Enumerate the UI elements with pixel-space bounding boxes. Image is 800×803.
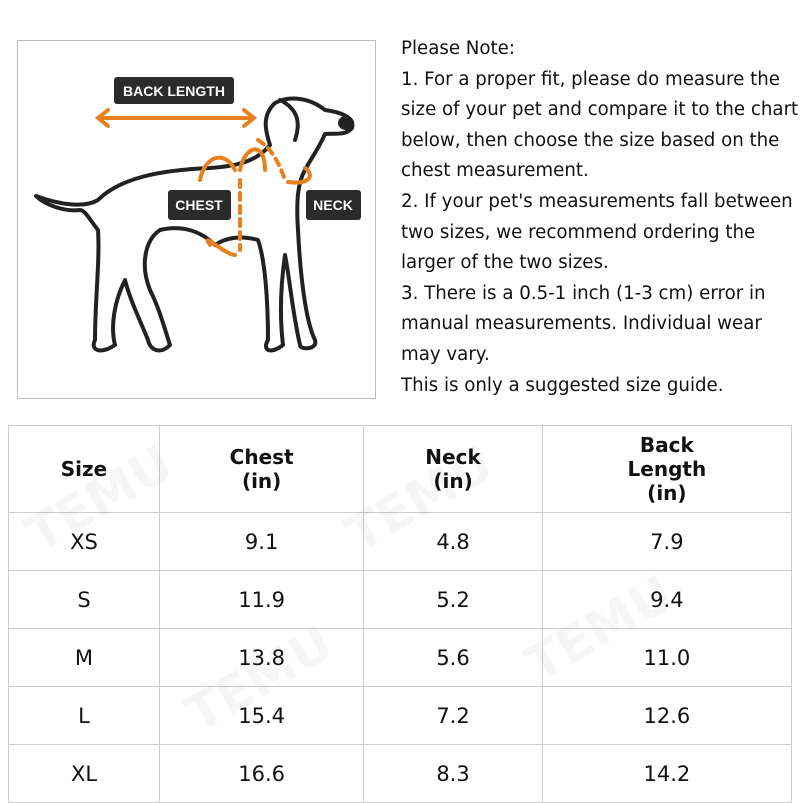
cell-size: XS (8, 512, 160, 571)
cell-size: L (8, 686, 160, 745)
table-row: S 11.9 5.2 9.4 (8, 570, 793, 629)
header-size: Size (8, 425, 160, 513)
dog-illustration: BACK LENGTH CHEST NECK (34, 77, 361, 353)
cell-chest: 13.8 (158, 628, 365, 687)
back-length-arrow (94, 108, 258, 128)
cell-neck: 5.2 (363, 570, 543, 629)
cell-size: S (8, 570, 160, 629)
note-line: 3. There is a 0.5-1 inch (1-3 cm) error … (401, 282, 766, 304)
svg-text:NECK: NECK (313, 197, 353, 213)
neck-label: NECK (306, 190, 361, 220)
cell-back-length: 12.6 (541, 686, 793, 745)
cell-back-length: 14.2 (541, 744, 793, 803)
chest-arrow (198, 147, 267, 257)
cell-neck: 8.3 (363, 744, 543, 803)
cell-back-length: 11.0 (541, 628, 793, 687)
header-back-length: Back Length (in) (541, 425, 793, 513)
note-line: may vary. (401, 343, 490, 365)
cell-back-length: 9.4 (541, 570, 793, 629)
header-chest: Chest (in) (158, 425, 365, 513)
cell-back-length: 7.9 (541, 512, 793, 571)
back-length-label: BACK LENGTH (114, 77, 234, 104)
size-table: Size Chest (in) Neck (in) Back Length (in) X… (8, 425, 793, 803)
note-line: manual measurements. Individual wear (401, 313, 762, 335)
table-header-row: Size Chest (in) Neck (in) Back Length (in) (8, 425, 793, 513)
cell-chest: 15.4 (158, 686, 365, 745)
note-line: size of your pet and compare it to the c… (401, 99, 799, 121)
header-neck: Neck (in) (363, 425, 543, 513)
table-row: XL 16.6 8.3 14.2 (8, 744, 793, 803)
cell-neck: 5.6 (363, 628, 543, 687)
cell-size: M (8, 628, 160, 687)
note-line: 1. For a proper fit, please do measure t… (401, 68, 780, 90)
table-row: M 13.8 5.6 11.0 (8, 628, 793, 687)
svg-text:CHEST: CHEST (175, 197, 223, 213)
dog-nose (338, 116, 354, 130)
cell-size: XL (8, 744, 160, 803)
cell-chest: 11.9 (158, 570, 365, 629)
note-line: chest measurement. (401, 160, 589, 182)
note-line: two sizes, we recommend ordering the (401, 221, 756, 243)
chest-label: CHEST (168, 190, 231, 220)
dog-outline (34, 96, 355, 353)
note-line: larger of the two sizes. (401, 252, 609, 274)
size-note: Please Note: 1. For a proper fit, please… (401, 34, 799, 401)
cell-neck: 4.8 (363, 512, 543, 571)
table-row: L 15.4 7.2 12.6 (8, 686, 793, 745)
note-line: This is only a suggested size guide. (401, 374, 724, 396)
table-row: XS 9.1 4.8 7.9 (8, 512, 793, 571)
neck-arrow (286, 166, 312, 185)
cell-chest: 16.6 (158, 744, 365, 803)
cell-neck: 7.2 (363, 686, 543, 745)
note-line: 2. If your pet's measurements fall betwe… (401, 190, 793, 212)
dog-measurement-diagram: BACK LENGTH CHEST NECK (17, 40, 376, 399)
svg-text:BACK LENGTH: BACK LENGTH (123, 83, 225, 99)
note-heading: Please Note: (401, 38, 515, 59)
cell-chest: 9.1 (158, 512, 365, 571)
note-line: below, then choose the size based on the (401, 129, 780, 151)
